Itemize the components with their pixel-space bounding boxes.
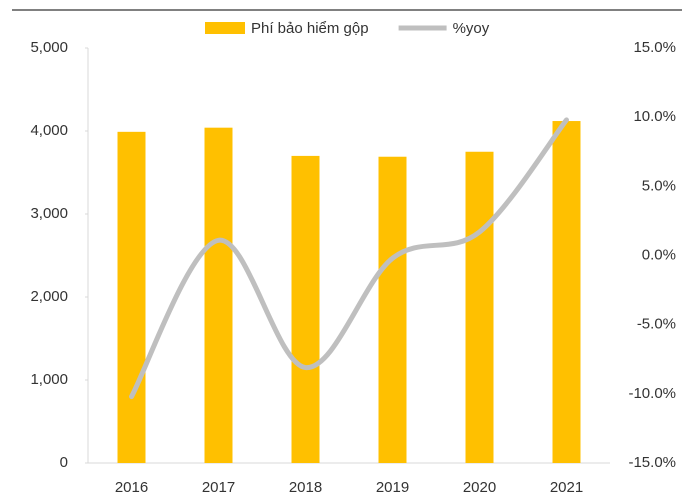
legend-label: %yoy [453,20,490,37]
y2-tick-label: 0.0% [642,246,676,263]
x-tick-label: 2020 [463,479,496,494]
y2-tick-label: 5.0% [642,177,676,194]
y2-tick-label: -5.0% [637,316,676,333]
x-tick-label: 2018 [289,479,322,494]
x-tick-label: 2016 [115,479,148,494]
bar [378,156,407,464]
bar [204,127,233,464]
x-tick-label: 2017 [202,479,235,494]
y-tick-label: 0 [60,454,68,471]
legend-swatch [205,22,245,34]
bar [465,151,494,463]
y-tick-label: 1,000 [30,371,68,388]
y2-tick-label: 15.0% [633,39,676,56]
y-tick-label: 5,000 [30,39,68,56]
y-tick-label: 2,000 [30,288,68,305]
y2-tick-label: -15.0% [628,454,676,471]
legend-label: Phí bảo hiểm gộp [251,20,369,37]
y2-tick-label: 10.0% [633,108,676,125]
y-tick-label: 4,000 [30,122,68,139]
x-tick-label: 2021 [550,479,583,494]
y2-tick-label: -10.0% [628,385,676,402]
line [129,117,569,400]
y-tick-label: 3,000 [30,205,68,222]
bar [291,155,320,463]
bar [117,131,146,463]
x-tick-label: 2019 [376,479,409,494]
bar [552,121,581,463]
